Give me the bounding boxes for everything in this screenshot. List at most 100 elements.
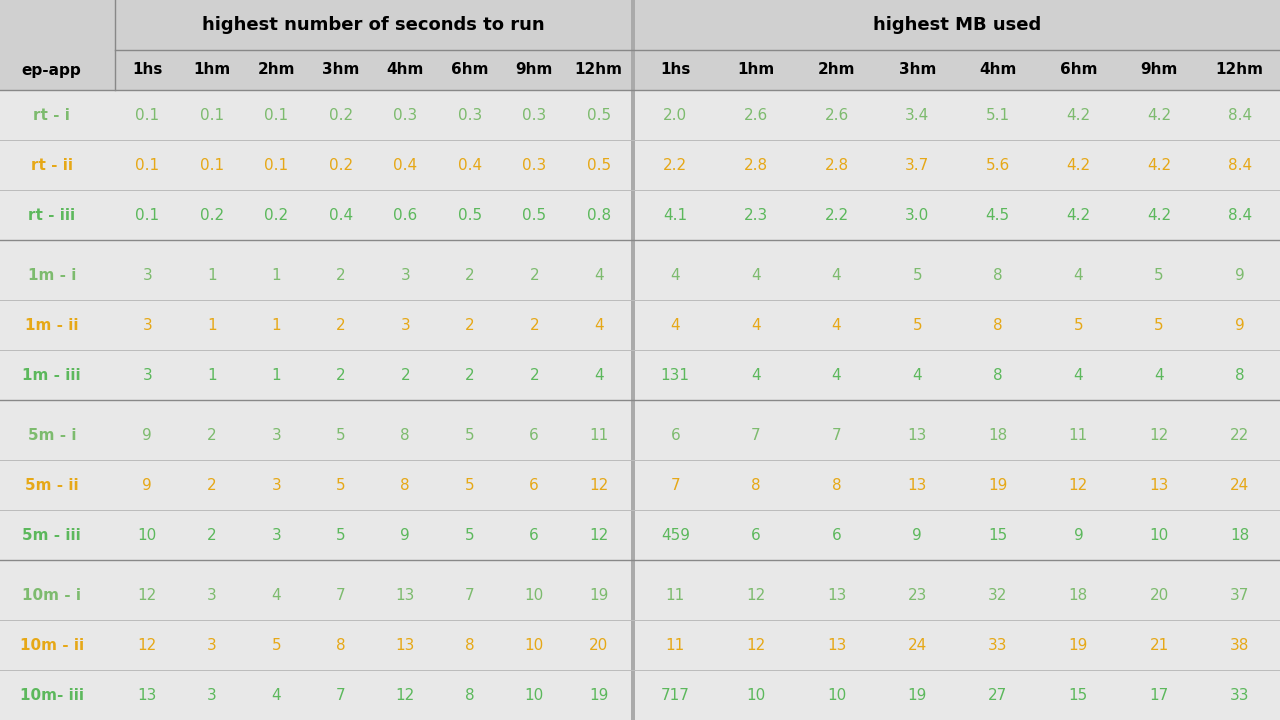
Text: 6: 6 [751,528,760,542]
Text: 2hm: 2hm [257,63,294,78]
Text: 5: 5 [465,528,475,542]
Text: 3: 3 [207,637,216,652]
Text: 0.5: 0.5 [586,107,611,122]
Text: 37: 37 [1230,588,1249,603]
Text: 8: 8 [993,318,1002,333]
Text: 10: 10 [525,588,544,603]
Text: 0.1: 0.1 [264,107,288,122]
Text: 3: 3 [401,318,410,333]
Text: 8.4: 8.4 [1228,207,1252,222]
Text: 3hm: 3hm [899,63,936,78]
Text: 4: 4 [271,588,282,603]
Text: 4: 4 [594,318,604,333]
Text: 5.6: 5.6 [986,158,1010,173]
Text: 8.4: 8.4 [1228,107,1252,122]
Text: 5: 5 [335,528,346,542]
Text: 2.6: 2.6 [824,107,849,122]
Text: 3: 3 [142,367,152,382]
Text: 5: 5 [271,637,282,652]
Text: 3: 3 [401,268,410,282]
Text: 32: 32 [988,588,1007,603]
Text: 2.0: 2.0 [663,107,687,122]
Text: 2: 2 [465,268,475,282]
Text: 38: 38 [1230,637,1249,652]
Text: 2: 2 [207,477,216,492]
Text: rt - i: rt - i [33,107,70,122]
Text: 13: 13 [396,588,415,603]
Text: 13: 13 [137,688,157,703]
Text: 9: 9 [913,528,922,542]
Text: 2: 2 [207,528,216,542]
Text: 5m - ii: 5m - ii [24,477,78,492]
Text: 23: 23 [908,588,927,603]
Text: 1hm: 1hm [737,63,774,78]
Text: 6: 6 [530,428,539,443]
Text: 8: 8 [1235,367,1244,382]
Text: 0.1: 0.1 [136,158,159,173]
Text: 2: 2 [530,268,539,282]
Text: 0.1: 0.1 [200,107,224,122]
Text: 1: 1 [207,318,216,333]
Text: 2: 2 [530,318,539,333]
Text: 10: 10 [525,637,544,652]
Text: 4.2: 4.2 [1066,207,1091,222]
Text: 12: 12 [746,637,765,652]
Text: 10: 10 [1149,528,1169,542]
Text: 10m - ii: 10m - ii [19,637,83,652]
Text: 9hm: 9hm [1140,63,1178,78]
Text: 5: 5 [1074,318,1083,333]
Text: 19: 19 [988,477,1007,492]
Text: 0.3: 0.3 [393,107,417,122]
Text: 8: 8 [993,367,1002,382]
Text: 0.5: 0.5 [586,158,611,173]
Text: 20: 20 [589,637,608,652]
Text: highest MB used: highest MB used [873,16,1042,34]
Text: 3: 3 [207,688,216,703]
Text: 1hs: 1hs [132,63,163,78]
Text: 6: 6 [671,428,680,443]
Text: 18: 18 [988,428,1007,443]
Text: 12: 12 [589,528,608,542]
Text: 4: 4 [832,318,841,333]
Text: 24: 24 [1230,477,1249,492]
Text: 3: 3 [207,588,216,603]
Text: 18: 18 [1069,588,1088,603]
Text: 4: 4 [751,268,760,282]
Text: 5: 5 [335,428,346,443]
Text: 131: 131 [660,367,690,382]
Text: 0.8: 0.8 [586,207,611,222]
Text: 15: 15 [988,528,1007,542]
Text: 10: 10 [827,688,846,703]
Text: 2.8: 2.8 [744,158,768,173]
Text: 4: 4 [832,268,841,282]
Text: 0.2: 0.2 [329,107,353,122]
Text: 13: 13 [908,428,927,443]
Text: 4: 4 [594,268,604,282]
Text: 9: 9 [1235,318,1244,333]
Text: 33: 33 [1230,688,1249,703]
Text: 4: 4 [832,367,841,382]
Text: 4hm: 4hm [387,63,424,78]
Text: 0.4: 0.4 [458,158,481,173]
Text: 9hm: 9hm [516,63,553,78]
Text: 4.1: 4.1 [663,207,687,222]
Text: 4: 4 [751,318,760,333]
Text: 0.1: 0.1 [136,107,159,122]
Text: 2hm: 2hm [818,63,855,78]
Text: 7: 7 [832,428,841,443]
Text: 0.1: 0.1 [264,158,288,173]
Text: 3hm: 3hm [323,63,360,78]
Text: 3: 3 [271,477,282,492]
Text: rt - ii: rt - ii [31,158,73,173]
Text: 2: 2 [335,268,346,282]
Text: 12: 12 [396,688,415,703]
Text: 12hm: 12hm [575,63,623,78]
Text: 8.4: 8.4 [1228,158,1252,173]
Text: 9: 9 [142,477,152,492]
Text: 11: 11 [666,637,685,652]
Text: 19: 19 [589,688,608,703]
Text: 10: 10 [138,528,157,542]
Text: 9: 9 [1235,268,1244,282]
Text: 6: 6 [530,528,539,542]
Text: 4.2: 4.2 [1147,107,1171,122]
